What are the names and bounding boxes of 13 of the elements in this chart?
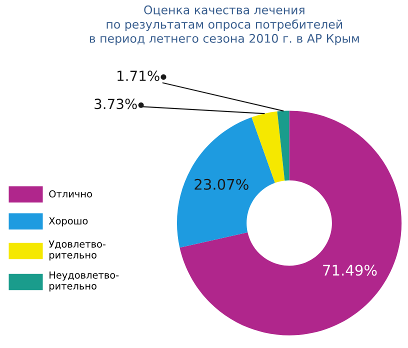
donut-slice: [180, 110, 402, 336]
legend-label: Хорошо: [48, 217, 88, 226]
donut-slice: [177, 117, 275, 248]
data-label: 1.71%: [118, 70, 160, 82]
legend-label: Отлично: [49, 190, 92, 198]
data-label: 23.07%: [194, 178, 248, 190]
donut-slice: [252, 111, 285, 183]
data-label: 71.49%: [323, 264, 377, 276]
data-label: 3.73%: [94, 98, 137, 110]
donut-slice: [277, 110, 290, 181]
chart-title: Оценка качества лечения по результатам опроса потребителей в период летнего сезона 2010 г. в АР Крым: [90, 5, 359, 46]
legend-label: Неудовлетво- рительно: [49, 271, 119, 292]
legend-label: Удовлетво- рительно: [48, 240, 106, 260]
